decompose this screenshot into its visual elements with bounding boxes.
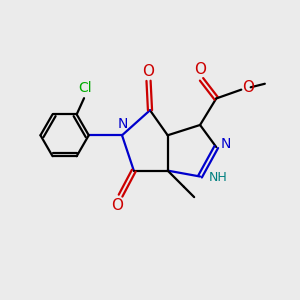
Text: NH: NH bbox=[209, 172, 228, 184]
Text: O: O bbox=[242, 80, 254, 95]
Text: O: O bbox=[194, 62, 206, 77]
Text: O: O bbox=[142, 64, 154, 79]
Text: Cl: Cl bbox=[79, 81, 92, 95]
Text: O: O bbox=[112, 198, 124, 213]
Text: N: N bbox=[220, 136, 231, 151]
Text: N: N bbox=[118, 117, 128, 131]
